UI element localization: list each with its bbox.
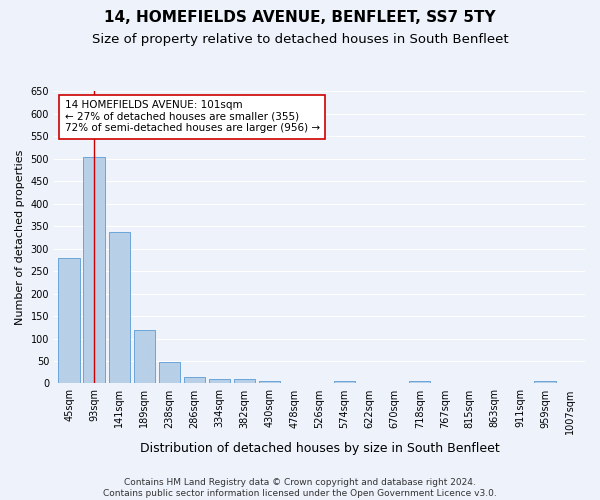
X-axis label: Distribution of detached houses by size in South Benfleet: Distribution of detached houses by size …: [140, 442, 499, 455]
Text: Size of property relative to detached houses in South Benfleet: Size of property relative to detached ho…: [92, 32, 508, 46]
Bar: [134, 330, 155, 384]
Bar: [334, 381, 355, 384]
Bar: [209, 379, 230, 384]
Bar: [534, 381, 556, 384]
Bar: [109, 232, 130, 384]
Bar: [234, 379, 255, 384]
Bar: [259, 381, 280, 384]
Text: 14 HOMEFIELDS AVENUE: 101sqm
← 27% of detached houses are smaller (355)
72% of s: 14 HOMEFIELDS AVENUE: 101sqm ← 27% of de…: [65, 100, 320, 134]
Bar: [58, 258, 80, 384]
Text: 14, HOMEFIELDS AVENUE, BENFLEET, SS7 5TY: 14, HOMEFIELDS AVENUE, BENFLEET, SS7 5TY: [104, 10, 496, 25]
Bar: [158, 362, 180, 384]
Bar: [184, 376, 205, 384]
Y-axis label: Number of detached properties: Number of detached properties: [15, 150, 25, 325]
Bar: [409, 381, 430, 384]
Bar: [83, 156, 105, 384]
Text: Contains HM Land Registry data © Crown copyright and database right 2024.
Contai: Contains HM Land Registry data © Crown c…: [103, 478, 497, 498]
